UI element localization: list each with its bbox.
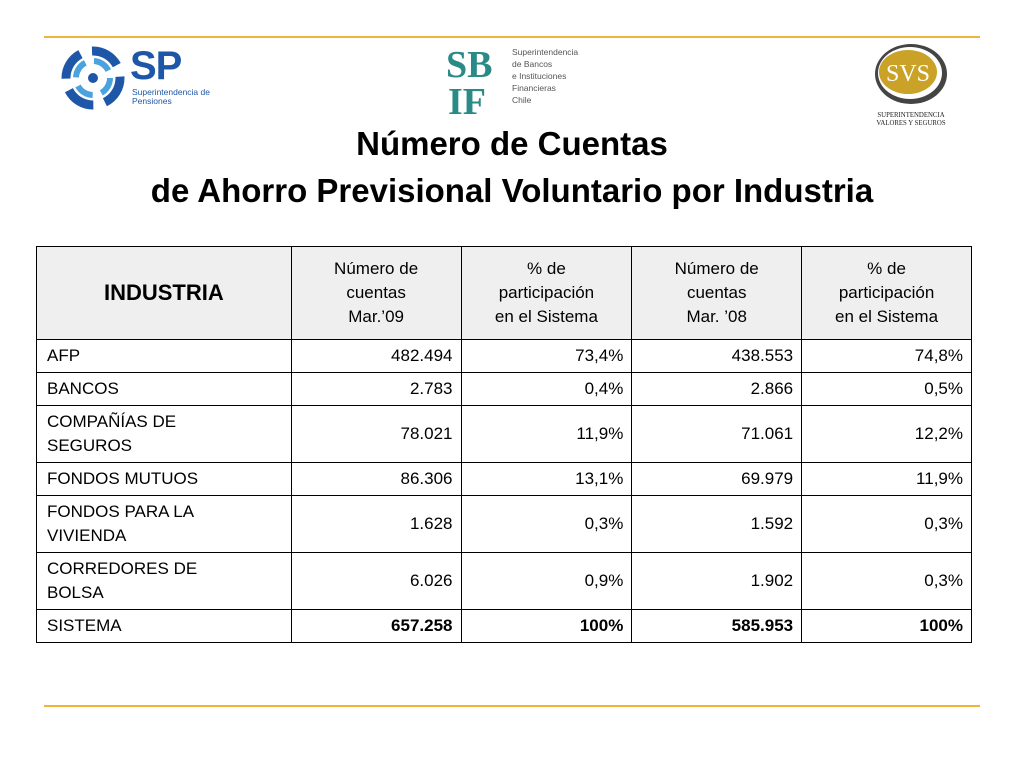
share-mar08: 0,3%	[801, 495, 972, 553]
sbif-logo: SB IF Superintendencia de Bancos e Insti…	[446, 44, 596, 120]
header-line: participación	[498, 283, 595, 302]
sbif-letters-bottom: IF	[448, 81, 486, 116]
table-row: AFP 482.494 73,4% 438.553 74,8%	[36, 339, 972, 373]
share-mar08: 0,5%	[801, 372, 972, 406]
sbif-line: Superintendencia	[512, 47, 579, 57]
accounts-mar08: 438.553	[631, 339, 803, 373]
svs-emblem-icon: SVS	[875, 44, 947, 104]
table-row: FONDOS MUTUOS 86.306 13,1% 69.979 11,9%	[36, 462, 972, 496]
sp-logo-subtitle: Superintendencia de Pensiones	[132, 87, 210, 106]
table-row: CORREDORES DE BOLSA 6.026 0,9% 1.902 0,3…	[36, 552, 972, 610]
accounts-mar08: 1.902	[631, 552, 803, 610]
header-accounts-mar09: Número de cuentas Mar.’09	[290, 246, 462, 340]
total-label: SISTEMA	[36, 609, 292, 643]
bottom-divider	[44, 705, 980, 707]
share-mar08: 0,3%	[801, 552, 972, 610]
industry-name: FONDOS PARA LA VIVIENDA	[36, 495, 292, 553]
share-mar09: 73,4%	[460, 339, 633, 373]
accounts-mar08: 1.592	[631, 495, 803, 553]
sbif-letters-top: SB	[446, 44, 492, 86]
accounts-mar09: 482.494	[290, 339, 462, 373]
total-accounts-mar08: 585.953	[631, 609, 803, 643]
table-row: FONDOS PARA LA VIVIENDA 1.628 0,3% 1.592…	[36, 495, 972, 553]
accounts-mar08: 69.979	[631, 462, 803, 496]
table-total-row: SISTEMA 657.258 100% 585.953 100%	[36, 609, 972, 643]
accounts-mar08: 2.866	[631, 372, 803, 406]
industry-name-line: SEGUROS	[47, 436, 133, 455]
industry-name-line: COMPAÑÍAS DE	[47, 412, 177, 431]
header-line: participación	[838, 283, 935, 302]
header-line: en el Sistema	[835, 307, 939, 326]
sp-logo: SP Superintendencia de Pensiones	[58, 40, 218, 116]
industry-name-line: FONDOS MUTUOS	[47, 469, 199, 488]
accounts-mar09: 78.021	[290, 405, 462, 463]
industry-name-line: FONDOS PARA LA	[47, 502, 195, 521]
share-mar09: 13,1%	[460, 462, 633, 496]
page-title-line-1: Número de Cuentas	[356, 125, 668, 162]
sp-logo-letters: SP	[130, 44, 182, 88]
share-mar09: 0,9%	[460, 552, 633, 610]
header-share-mar08: % de participación en el Sistema	[801, 246, 972, 340]
share-mar08: 12,2%	[801, 405, 972, 463]
industry-name-line: BANCOS	[47, 379, 119, 398]
header-line: Número de	[674, 259, 759, 278]
sbif-line: e Instituciones	[512, 71, 567, 81]
accounts-mar09: 2.783	[290, 372, 462, 406]
table-row: COMPAÑÍAS DE SEGUROS 78.021 11,9% 71.061…	[36, 405, 972, 463]
header-line: % de	[527, 259, 566, 278]
industry-accounts-table: INDUSTRIA Número de cuentas Mar.’09 % de…	[36, 246, 972, 643]
header-line: % de	[867, 259, 906, 278]
share-mar08: 11,9%	[801, 462, 972, 496]
sbif-line: Chile	[512, 95, 532, 105]
total-share-mar09: 100%	[460, 609, 633, 643]
sbif-line: Financieras	[512, 83, 556, 93]
share-mar09: 0,4%	[460, 372, 633, 406]
page-title-line-2: de Ahorro Previsional Voluntario por Ind…	[150, 172, 874, 209]
table-header-row: INDUSTRIA Número de cuentas Mar.’09 % de…	[36, 246, 972, 340]
share-mar09: 11,9%	[460, 405, 633, 463]
industry-name-line: CORREDORES DE	[47, 559, 198, 578]
industry-name-line: AFP	[47, 346, 81, 365]
industry-name: CORREDORES DE BOLSA	[36, 552, 292, 610]
industry-name-line: BOLSA	[47, 583, 104, 602]
accounts-mar09: 6.026	[290, 552, 462, 610]
accounts-mar08: 71.061	[631, 405, 803, 463]
svs-logo-text: SUPERINTENDENCIA VALORES Y SEGUROS	[866, 112, 956, 128]
total-accounts-mar09: 657.258	[290, 609, 462, 643]
header-line: cuentas	[346, 283, 406, 302]
industry-name: AFP	[36, 339, 292, 373]
industry-name: COMPAÑÍAS DE SEGUROS	[36, 405, 292, 463]
header-line: Número de	[334, 259, 419, 278]
share-mar09: 0,3%	[460, 495, 633, 553]
svs-logo: SVS SUPERINTENDENCIA VALORES Y SEGUROS	[866, 40, 956, 132]
sbif-line: de Bancos	[512, 59, 553, 69]
header-line: en el Sistema	[494, 307, 598, 326]
accounts-mar09: 86.306	[290, 462, 462, 496]
sp-emblem-icon	[61, 46, 125, 110]
industry-name: FONDOS MUTUOS	[36, 462, 292, 496]
industry-name-line: VIVIENDA	[47, 526, 127, 545]
svs-line: SUPERINTENDENCIA	[877, 112, 945, 119]
industry-name: BANCOS	[36, 372, 292, 406]
total-share-mar08: 100%	[801, 609, 972, 643]
header-line: Mar.’09	[348, 307, 404, 326]
header-line: cuentas	[686, 283, 747, 302]
svs-letters: SVS	[886, 61, 930, 87]
share-mar08: 74,8%	[801, 339, 972, 373]
header-line: Mar. ’08	[686, 307, 747, 326]
sbif-emblem-icon: SB IF	[446, 44, 492, 116]
top-divider	[44, 36, 980, 38]
header-industria: INDUSTRIA	[36, 246, 292, 340]
header-accounts-mar08: Número de cuentas Mar. ’08	[631, 246, 803, 340]
table-row: BANCOS 2.783 0,4% 2.866 0,5%	[36, 372, 972, 406]
header-share-mar09: % de participación en el Sistema	[460, 246, 633, 340]
sbif-logo-text: Superintendencia de Bancos e Institucion…	[512, 46, 592, 106]
accounts-mar09: 1.628	[290, 495, 462, 553]
svs-line: VALORES Y SEGUROS	[876, 120, 946, 127]
